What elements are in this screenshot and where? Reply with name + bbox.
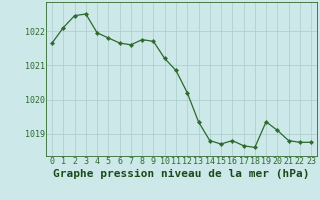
X-axis label: Graphe pression niveau de la mer (hPa): Graphe pression niveau de la mer (hPa) bbox=[53, 169, 310, 179]
